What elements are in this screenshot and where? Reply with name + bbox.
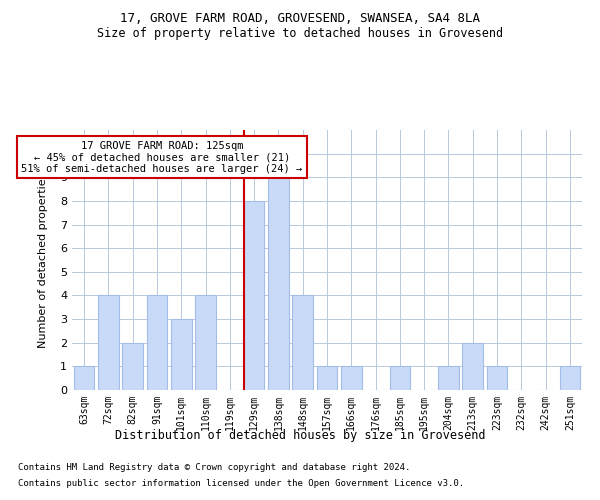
Bar (244, 201, 265, 390)
Bar (317, 366, 337, 390)
Bar (463, 342, 483, 390)
Bar (268, 178, 289, 390)
Y-axis label: Number of detached properties: Number of detached properties (38, 172, 47, 348)
Bar (74, 366, 94, 390)
Bar (389, 366, 410, 390)
Bar (146, 296, 167, 390)
Text: 17 GROVE FARM ROAD: 125sqm
← 45% of detached houses are smaller (21)
51% of semi: 17 GROVE FARM ROAD: 125sqm ← 45% of deta… (21, 140, 302, 174)
Bar (98, 296, 119, 390)
Text: 17, GROVE FARM ROAD, GROVESEND, SWANSEA, SA4 8LA: 17, GROVE FARM ROAD, GROVESEND, SWANSEA,… (120, 12, 480, 26)
Bar (438, 366, 459, 390)
Text: Distribution of detached houses by size in Grovesend: Distribution of detached houses by size … (115, 428, 485, 442)
Text: Contains HM Land Registry data © Crown copyright and database right 2024.: Contains HM Land Registry data © Crown c… (18, 464, 410, 472)
Bar (292, 296, 313, 390)
Bar (171, 319, 191, 390)
Bar (560, 366, 580, 390)
Bar (341, 366, 362, 390)
Text: Size of property relative to detached houses in Grovesend: Size of property relative to detached ho… (97, 28, 503, 40)
Bar (487, 366, 508, 390)
Text: Contains public sector information licensed under the Open Government Licence v3: Contains public sector information licen… (18, 478, 464, 488)
Bar (195, 296, 216, 390)
Bar (122, 342, 143, 390)
